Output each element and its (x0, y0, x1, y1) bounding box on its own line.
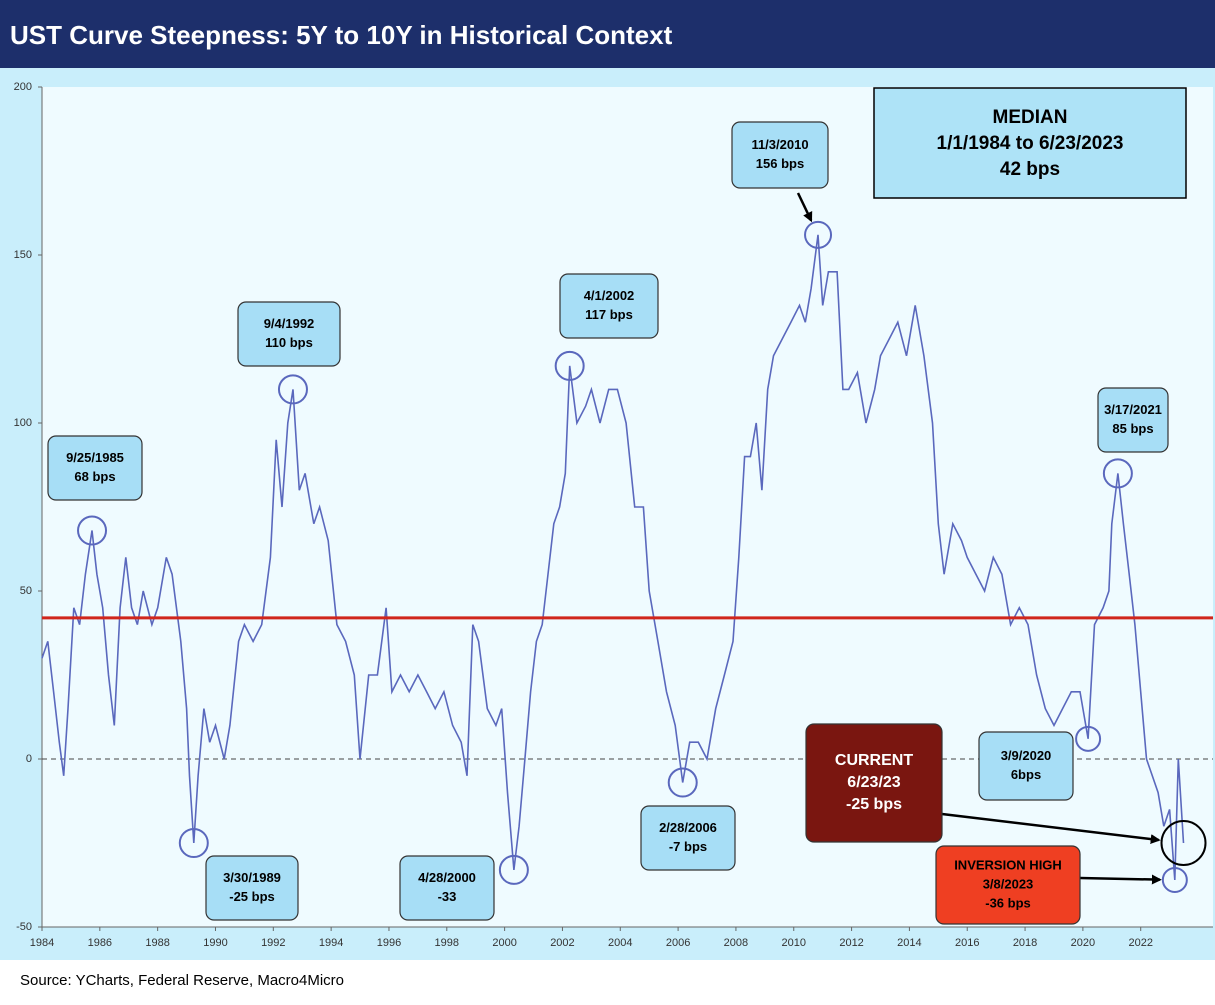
annotation-box (205, 855, 299, 921)
y-tick-label: 150 (14, 249, 32, 261)
annotation-box (237, 301, 341, 367)
annotation-text: 85 bps (1112, 421, 1153, 436)
annotation-text: 11/3/2010 (751, 137, 808, 152)
x-tick-label: 1992 (261, 937, 285, 949)
annotation-text: 110 bps (265, 335, 313, 350)
annotation-text: 3/30/1989 (223, 870, 281, 885)
annotation-text: -25 bps (229, 889, 275, 904)
annotation-text: 2/28/2006 (659, 820, 717, 835)
annotation-text: 3/17/2021 (1104, 402, 1162, 417)
annotation-box (731, 121, 829, 189)
x-tick-label: 2002 (550, 937, 574, 949)
x-tick-label: 1986 (88, 937, 112, 949)
y-tick-label: 50 (20, 585, 32, 597)
annotation-text: 3/8/2023 (983, 876, 1034, 891)
x-tick-label: 2016 (955, 937, 979, 949)
annotation-box (805, 723, 943, 843)
title-bar (0, 0, 1215, 68)
annotation-circle (1075, 725, 1102, 752)
x-tick-label: 2000 (492, 937, 516, 949)
median-text: 1/1/1984 to 6/23/2023 (937, 133, 1124, 154)
annotation-text: 9/25/1985 (66, 450, 124, 465)
x-tick-label: 2004 (608, 937, 632, 949)
y-tick-label: 100 (14, 417, 32, 429)
x-tick-label: 1998 (435, 937, 459, 949)
annotation-box (47, 435, 143, 501)
annotation-text: 3/9/2020 (1001, 748, 1052, 763)
annotation-text: -25 bps (846, 796, 902, 813)
annotation-text: 117 bps (585, 307, 633, 322)
annotation-circle (498, 854, 529, 885)
x-tick-label: 1984 (30, 937, 54, 949)
annotation-box (399, 855, 495, 921)
annotation-circle (1102, 458, 1133, 489)
annotation-circle (804, 220, 833, 249)
annotation-text: -33 (438, 889, 457, 904)
annotation-arrow (1079, 874, 1162, 885)
annotation-circle (277, 374, 308, 405)
x-tick-label: 2012 (839, 937, 863, 949)
annotation-arrow (941, 812, 1161, 845)
annotation-text: INVERSION HIGH (954, 857, 1062, 872)
annotation-text: 6/23/23 (847, 774, 900, 791)
annotation-arrow (796, 192, 813, 223)
annotation-text: CURRENT (835, 752, 913, 769)
median-box (873, 87, 1187, 199)
x-tick-label: 1990 (203, 937, 227, 949)
y-tick-label: 0 (26, 753, 32, 765)
x-tick-label: 1988 (145, 937, 169, 949)
data-line (41, 234, 1185, 881)
x-tick-label: 1994 (319, 937, 343, 949)
annotation-circle (1161, 866, 1188, 893)
plot-area (42, 87, 1213, 927)
annotation-text: 68 bps (74, 469, 115, 484)
chart-title: UST Curve Steepness: 5Y to 10Y in Histor… (10, 20, 673, 50)
annotation-text: 9/4/1992 (264, 316, 315, 331)
annotation-circle (667, 767, 698, 798)
x-tick-label: 2020 (1071, 937, 1095, 949)
annotation-text: 4/28/2000 (418, 870, 476, 885)
x-tick-label: 2008 (724, 937, 748, 949)
footer (0, 960, 1215, 1000)
annotation-box (559, 273, 659, 339)
x-tick-label: 2006 (666, 937, 690, 949)
x-tick-label: 2010 (782, 937, 806, 949)
annotation-box (1097, 387, 1169, 453)
plot-layer: 200 150 100 50 0 -50 1984 1986 1988 1990 1992 1994 1… (14, 81, 1213, 949)
annotation-box (640, 805, 736, 871)
annotation-text: 6bps (1011, 767, 1041, 782)
annotation-circle (554, 350, 585, 381)
source-note: Source: YCharts, Federal Reserve, Macro4… (20, 972, 344, 989)
annotation-circle (1160, 820, 1207, 866)
y-tick-label: -50 (16, 921, 32, 933)
x-tick-label: 1996 (377, 937, 401, 949)
x-tick-label: 2022 (1128, 937, 1152, 949)
annotation-box (978, 731, 1074, 801)
annotation-circle (77, 515, 108, 546)
x-tick-label: 2014 (897, 937, 921, 949)
median-text: MEDIAN (993, 107, 1068, 128)
annotation-text: -7 bps (669, 839, 707, 854)
annotation-box (935, 845, 1081, 925)
annotation-text: 4/1/2002 (584, 288, 635, 303)
x-tick-label: 2018 (1013, 937, 1037, 949)
y-tick-label: 200 (14, 81, 32, 93)
median-text: 42 bps (1000, 159, 1060, 180)
annotation-text: 156 bps (756, 156, 804, 171)
annotation-circle (178, 828, 209, 858)
annotation-text: -36 bps (985, 895, 1031, 910)
